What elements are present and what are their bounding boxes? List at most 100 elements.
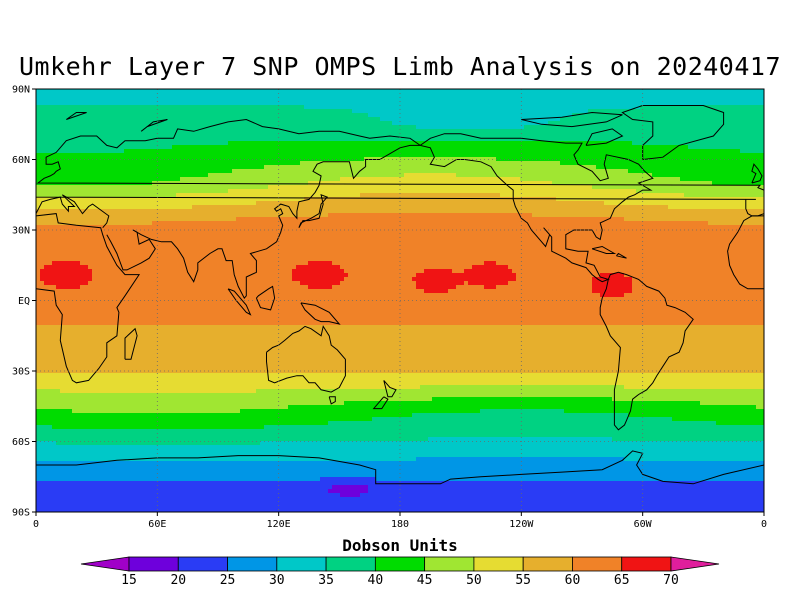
colorbar-label: 65 <box>614 573 630 588</box>
contour-cell <box>740 149 764 154</box>
contour-cell <box>288 405 757 410</box>
contour-cell <box>36 249 764 254</box>
contour-cell <box>328 421 717 426</box>
contour-cell <box>36 325 764 330</box>
contour-cell <box>292 277 345 282</box>
contour-cell <box>80 261 309 266</box>
contour-cell <box>628 413 764 418</box>
lat-tick-label: 30S <box>12 367 30 378</box>
coastline <box>36 190 764 217</box>
contour-cell <box>712 181 764 186</box>
contour-cell <box>36 153 764 158</box>
contour-cell <box>496 157 764 162</box>
contour-cell <box>472 265 509 270</box>
contour-cell <box>672 417 764 422</box>
contour-cell <box>416 457 625 462</box>
contour-cell <box>36 209 764 214</box>
colorbar-label: 55 <box>515 573 531 588</box>
contour-cell <box>36 301 764 306</box>
lon-tick-label: 120E <box>267 519 291 530</box>
lat-tick-label: 60S <box>12 437 30 448</box>
contour-cell <box>192 205 669 210</box>
contour-cell <box>36 109 353 114</box>
contour-cell <box>632 285 764 290</box>
contour-cell <box>456 285 485 290</box>
coastline <box>585 128 624 146</box>
colorbar-label: 25 <box>220 573 236 588</box>
coastline <box>521 111 623 128</box>
contour-cell <box>328 213 533 218</box>
contour-cell <box>524 125 764 130</box>
contour-cell <box>264 165 597 170</box>
contour-cell <box>36 489 329 494</box>
contour-cell <box>36 501 764 506</box>
colorbar-box <box>621 556 672 572</box>
colorbar-box <box>374 556 426 572</box>
colorbar-high-arrow <box>670 556 720 572</box>
contour-cell <box>592 277 633 282</box>
colorbar-label: 50 <box>466 573 482 588</box>
contour-cell <box>36 217 237 222</box>
contour-cell <box>36 405 289 410</box>
contour-cell <box>532 213 764 218</box>
coastline <box>599 271 694 431</box>
colorbar-title: Dobson Units <box>342 536 458 555</box>
contour-cell <box>36 453 764 458</box>
contour-cell <box>36 257 764 262</box>
contour-cell <box>304 105 641 110</box>
contour-cell <box>340 493 361 498</box>
contour-cell <box>36 321 764 326</box>
coastline <box>591 245 617 254</box>
contour-cell <box>36 421 329 426</box>
coastline <box>124 327 138 360</box>
contour-cell <box>640 105 764 110</box>
contour-cell <box>624 273 764 278</box>
contour-cell <box>36 333 764 338</box>
contour-cell <box>36 125 417 130</box>
contour-cell <box>52 425 265 430</box>
lon-tick-label: 60E <box>148 519 166 530</box>
coastline <box>372 396 389 410</box>
contour-cell <box>36 357 764 362</box>
colorbar-label: 30 <box>269 573 285 588</box>
contour-cell <box>36 449 764 454</box>
coastline <box>727 215 764 290</box>
contour-cell <box>36 413 413 418</box>
contour-cell <box>424 289 449 294</box>
contour-cell <box>684 193 764 198</box>
contour-cell <box>344 401 701 406</box>
contour-cell <box>416 125 525 130</box>
contour-cell <box>624 217 764 222</box>
lat-tick-label: 30N <box>12 226 30 237</box>
contour-cell <box>516 273 601 278</box>
contour-cell <box>480 409 565 414</box>
contour-cell <box>36 437 429 442</box>
coastline <box>66 112 87 120</box>
contour-cell <box>40 277 93 282</box>
lat-tick-label: 90S <box>12 508 30 519</box>
contour-cell <box>36 141 229 146</box>
contour-cell <box>680 177 764 182</box>
contour-cell <box>448 289 593 294</box>
contour-cell <box>364 157 497 162</box>
coastline <box>106 229 156 271</box>
contour-cell <box>508 265 764 270</box>
coastline <box>621 105 725 160</box>
contour-cell <box>468 281 509 286</box>
contour-cell <box>368 489 764 494</box>
colorbar-box <box>276 556 327 572</box>
contour-cell <box>372 417 673 422</box>
contour-cell <box>256 389 764 394</box>
contour-cell <box>36 165 265 170</box>
contour-cell <box>36 149 125 154</box>
contour-cell <box>36 469 764 474</box>
contour-cell <box>36 277 41 282</box>
colorbar: 15 20 25 30 35 40 45 50 55 60 65 70 <box>80 556 720 588</box>
coastlines <box>36 105 764 485</box>
coastline <box>419 133 654 283</box>
contour-cell <box>36 121 393 126</box>
contour-cell <box>152 221 709 226</box>
contour-cell <box>36 281 45 286</box>
contour-cell <box>300 281 341 286</box>
contour-cell <box>36 317 764 322</box>
